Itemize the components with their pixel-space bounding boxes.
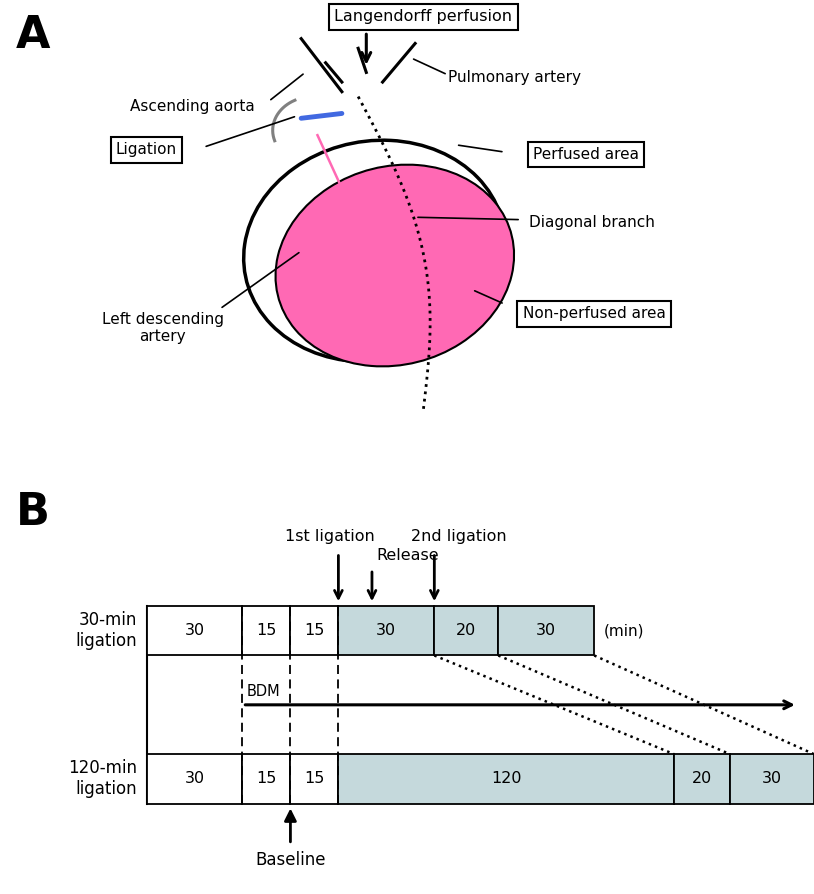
Text: 120: 120 bbox=[491, 772, 522, 787]
Text: 15: 15 bbox=[256, 623, 277, 638]
Text: 30: 30 bbox=[185, 772, 204, 787]
Text: A: A bbox=[16, 14, 50, 57]
Text: 2nd ligation: 2nd ligation bbox=[411, 529, 506, 544]
Text: Release: Release bbox=[376, 548, 439, 563]
Bar bbox=[147, 606, 243, 655]
Text: Pulmonary artery: Pulmonary artery bbox=[448, 70, 580, 85]
Text: 30: 30 bbox=[536, 623, 556, 638]
Bar bbox=[243, 755, 291, 804]
Text: Non-perfused area: Non-perfused area bbox=[523, 307, 666, 321]
Ellipse shape bbox=[275, 164, 514, 367]
Bar bbox=[730, 755, 814, 804]
Text: 15: 15 bbox=[304, 623, 325, 638]
Text: Diagonal branch: Diagonal branch bbox=[529, 215, 655, 230]
Bar bbox=[339, 606, 435, 655]
Text: Left descending
artery: Left descending artery bbox=[102, 312, 224, 344]
Text: 30: 30 bbox=[185, 623, 204, 638]
Text: 1st ligation: 1st ligation bbox=[286, 529, 375, 544]
Text: 30-min
ligation: 30-min ligation bbox=[75, 611, 137, 650]
Text: (min): (min) bbox=[604, 623, 645, 638]
Text: 120-min
ligation: 120-min ligation bbox=[68, 759, 137, 798]
Bar bbox=[339, 755, 674, 804]
Text: 15: 15 bbox=[256, 772, 277, 787]
Text: 30: 30 bbox=[762, 772, 782, 787]
Bar bbox=[243, 606, 291, 655]
Text: BDM: BDM bbox=[247, 684, 280, 699]
Text: 20: 20 bbox=[456, 623, 476, 638]
Text: 15: 15 bbox=[304, 772, 325, 787]
Bar bbox=[147, 755, 243, 804]
Text: B: B bbox=[16, 491, 50, 534]
Text: 20: 20 bbox=[692, 772, 712, 787]
Text: Ascending aorta: Ascending aorta bbox=[130, 98, 255, 114]
Text: Ligation: Ligation bbox=[116, 142, 177, 157]
Text: Perfused area: Perfused area bbox=[533, 147, 639, 162]
Ellipse shape bbox=[243, 140, 505, 362]
Bar bbox=[291, 755, 339, 804]
Text: Baseline: Baseline bbox=[255, 851, 326, 869]
Text: Langendorff perfusion: Langendorff perfusion bbox=[335, 10, 512, 24]
Bar bbox=[435, 606, 498, 655]
Bar bbox=[498, 606, 594, 655]
Text: 30: 30 bbox=[376, 623, 396, 638]
Bar bbox=[674, 755, 730, 804]
Bar bbox=[291, 606, 339, 655]
